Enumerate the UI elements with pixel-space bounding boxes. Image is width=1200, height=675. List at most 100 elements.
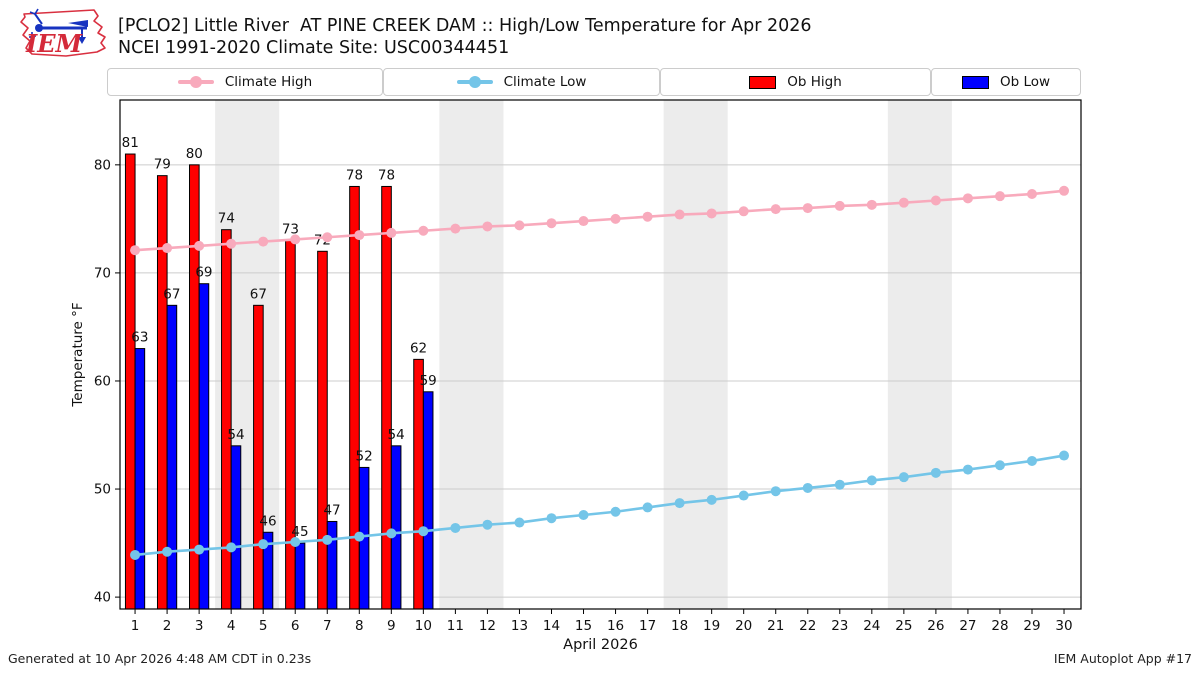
climate-high-point-day-10 <box>418 225 429 236</box>
climate-low-point-day-23 <box>834 479 845 490</box>
climate-high-point-day-21 <box>770 204 781 215</box>
climate-low-point-day-9 <box>386 528 397 539</box>
ob-low-value-day-6: 45 <box>291 524 308 540</box>
ob-low-value-day-1: 63 <box>131 330 148 346</box>
climate-low-point-day-26 <box>930 467 941 478</box>
x-tick-label-27: 27 <box>959 618 976 634</box>
climate-high-point-day-3 <box>194 240 205 251</box>
ob-high-value-day-10: 62 <box>410 340 427 356</box>
ob-high-bar-day-10 <box>413 358 424 610</box>
chart-subtitle: NCEI 1991-2020 Climate Site: USC00344451 <box>118 38 510 58</box>
ob-low-bar-day-1 <box>134 348 146 610</box>
ob-low-value-day-7: 47 <box>323 502 340 518</box>
climate-low-point-day-3 <box>194 544 205 555</box>
climate-high-point-day-15 <box>578 216 589 227</box>
legend-label: Climate Low <box>503 74 587 90</box>
climate-low-marker-icon <box>468 76 481 88</box>
climate-low-point-day-24 <box>866 475 877 486</box>
climate-low-point-day-25 <box>898 472 909 483</box>
climate-high-line <box>134 189 1065 252</box>
climate-low-point-day-16 <box>610 506 621 517</box>
weekend-band <box>663 100 728 609</box>
climate-low-point-day-7 <box>322 534 333 545</box>
climate-high-line-swatch <box>177 76 214 88</box>
climate-low-line <box>134 454 1065 557</box>
ob-high-value-day-9: 78 <box>378 167 395 183</box>
ob-high-value-day-8: 78 <box>346 167 363 183</box>
legend: Climate High Climate Low Ob High Ob Low <box>107 68 1081 96</box>
x-tick-label-24: 24 <box>863 618 880 634</box>
x-tick-label-22: 22 <box>799 618 816 634</box>
climate-high-point-day-24 <box>866 199 877 210</box>
y-tick-label-60: 60 <box>94 373 111 389</box>
y-axis-label: Temperature °F <box>70 302 86 407</box>
x-tick-label-9: 9 <box>387 618 396 634</box>
climate-high-point-day-4 <box>226 238 237 249</box>
climate-high-point-day-8 <box>354 230 365 241</box>
climate-high-point-day-20 <box>738 206 749 217</box>
ob-high-bar-day-3 <box>189 164 200 610</box>
x-tick-label-6: 6 <box>291 618 300 634</box>
ob-low-bar-day-7 <box>326 520 338 610</box>
x-tick-label-15: 15 <box>575 618 592 634</box>
ob-high-value-day-1: 81 <box>122 135 139 151</box>
ob-low-bar-swatch <box>961 75 989 89</box>
climate-low-point-day-15 <box>578 509 589 520</box>
x-axis-label: April 2026 <box>563 637 638 653</box>
x-tick-label-16: 16 <box>607 618 624 634</box>
climate-low-point-day-2 <box>162 546 173 557</box>
ob-high-bar-day-9 <box>381 185 392 610</box>
iem-logo-text: IEM <box>25 29 84 58</box>
x-tick-label-30: 30 <box>1055 618 1072 634</box>
ob-high-value-day-4: 74 <box>218 211 235 227</box>
climate-high-point-day-12 <box>482 221 493 232</box>
weather-instrument-icon <box>29 8 88 44</box>
climate-high-marker-icon <box>189 76 202 88</box>
x-tick-label-3: 3 <box>195 618 204 634</box>
climate-high-point-day-29 <box>1026 189 1037 200</box>
climate-high-point-day-17 <box>642 211 653 222</box>
climate-low-point-day-12 <box>482 519 493 530</box>
climate-low-point-day-13 <box>514 517 525 528</box>
climate-high-point-day-23 <box>834 200 845 211</box>
climate-low-point-day-18 <box>674 498 685 509</box>
ob-high-value-day-5: 67 <box>250 286 267 302</box>
ob-low-value-day-4: 54 <box>227 427 244 443</box>
climate-low-point-day-19 <box>706 494 717 505</box>
iem-logo: IEM <box>20 8 106 58</box>
climate-high-point-day-16 <box>610 213 621 224</box>
ob-high-bar-day-5 <box>253 304 264 610</box>
ob-high-bar-day-6 <box>285 239 296 610</box>
x-tick-label-14: 14 <box>543 618 560 634</box>
climate-high-point-day-2 <box>162 243 173 254</box>
legend-item-climate-low: Climate Low <box>383 68 660 96</box>
ob-low-value-day-8: 52 <box>356 448 373 464</box>
climate-high-point-day-6 <box>290 234 301 245</box>
x-tick-label-12: 12 <box>479 618 496 634</box>
climate-high-point-day-9 <box>386 227 397 238</box>
climate-low-point-day-29 <box>1026 455 1037 466</box>
x-tick-label-4: 4 <box>227 618 236 634</box>
ob-low-bar-day-9 <box>390 445 402 610</box>
x-tick-label-7: 7 <box>323 618 332 634</box>
climate-low-point-day-28 <box>994 460 1005 471</box>
climate-low-point-day-10 <box>418 526 429 537</box>
climate-low-point-day-20 <box>738 490 749 501</box>
climate-low-point-day-6 <box>290 536 301 547</box>
climate-low-point-day-21 <box>770 486 781 497</box>
legend-item-ob-low: Ob Low <box>931 68 1081 96</box>
climate-low-point-day-4 <box>226 542 237 553</box>
climate-low-point-day-8 <box>354 531 365 542</box>
ob-high-bar-day-2 <box>156 175 168 610</box>
ob-low-bar-day-2 <box>166 304 178 610</box>
climate-low-point-day-22 <box>802 482 813 493</box>
ob-high-bar-day-1 <box>124 153 136 610</box>
x-tick-label-13: 13 <box>511 618 528 634</box>
climate-high-point-day-5 <box>258 236 269 247</box>
legend-item-climate-high: Climate High <box>107 68 383 96</box>
weekend-band <box>439 100 504 609</box>
climate-low-line-swatch <box>456 76 493 88</box>
climate-low-point-day-27 <box>962 464 973 475</box>
x-tick-label-18: 18 <box>671 618 688 634</box>
